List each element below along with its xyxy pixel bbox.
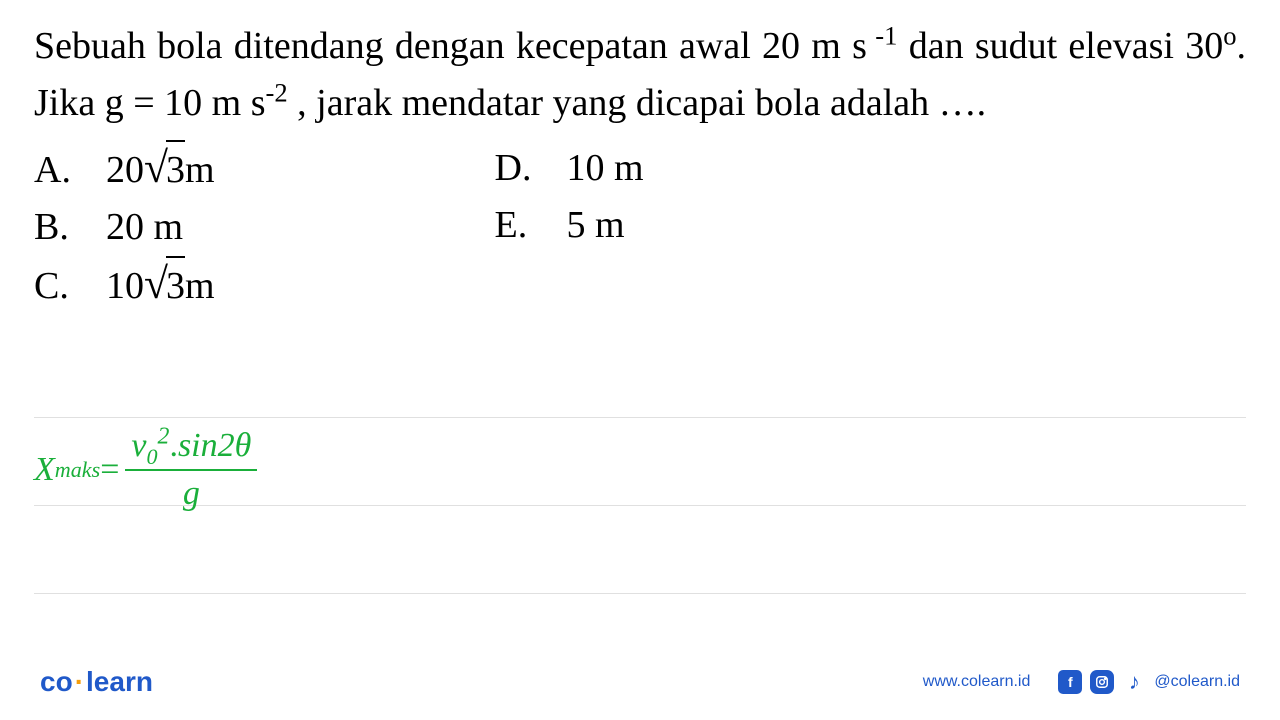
logo-co: co	[40, 666, 73, 697]
sqrt-content-a: 3	[166, 140, 185, 199]
logo-learn: learn	[86, 666, 153, 697]
sqrt-content-c: 3	[166, 256, 185, 315]
website-link[interactable]: www.colearn.id	[923, 673, 1031, 691]
q-text-part1: Sebuah bola ditendang dengan kecepatan a…	[34, 25, 867, 67]
ruled-line	[34, 593, 1246, 594]
option-letter-a: A.	[34, 142, 106, 199]
fraction-numerator: v02.sin2θ	[125, 427, 257, 469]
options-container: A. 20 √ 3 m B. 20 m C. 10	[34, 140, 1246, 315]
q-text-part2: dan sudut elevasi 30	[897, 25, 1223, 67]
formula-section: Xmaks = v02.sin2θ g	[34, 405, 1246, 491]
q-text-part4: , jarak mendatar yang dicapai bola adala…	[288, 82, 986, 124]
num-v: v	[131, 427, 146, 464]
num-sup: 2	[158, 424, 170, 450]
formula-equals: =	[100, 451, 119, 489]
option-value-e: 5 m	[567, 197, 625, 254]
option-c-prefix: 10	[106, 258, 144, 315]
question-text: Sebuah bola ditendang dengan kecepatan a…	[34, 18, 1246, 132]
option-value-d: 10 m	[567, 140, 644, 197]
q-sup1: -1	[867, 20, 898, 50]
fraction: v02.sin2θ g	[125, 427, 257, 513]
option-letter-c: C.	[34, 258, 106, 315]
question-block: Sebuah bola ditendang dengan kecepatan a…	[0, 0, 1280, 315]
options-right-column: D. 10 m E. 5 m	[495, 140, 644, 315]
fraction-denominator: g	[177, 471, 206, 513]
social-group: f ♪ @colearn.id	[1058, 670, 1240, 694]
option-letter-e: E.	[495, 197, 567, 254]
option-e: E. 5 m	[495, 197, 644, 254]
num-sub: 0	[146, 444, 157, 469]
option-letter-b: B.	[34, 199, 106, 256]
q-sup2: o	[1223, 20, 1236, 50]
logo: co·learn	[40, 666, 153, 698]
option-a-prefix: 20	[106, 142, 144, 199]
option-a-suffix: m	[185, 142, 215, 199]
option-a: A. 20 √ 3 m	[34, 140, 215, 199]
sqrt-a: √ 3	[144, 140, 185, 199]
facebook-icon[interactable]: f	[1058, 670, 1082, 694]
q-sup3: -2	[266, 77, 288, 107]
option-value-b: 20 m	[106, 199, 183, 256]
instagram-icon[interactable]	[1090, 670, 1114, 694]
num-dot: .	[169, 427, 178, 464]
option-b: B. 20 m	[34, 199, 215, 256]
social-handle: @colearn.id	[1154, 673, 1240, 691]
formula: Xmaks = v02.sin2θ g	[34, 427, 1246, 513]
formula-lhs-var: X	[34, 451, 55, 489]
option-value-c: 10 √ 3 m	[106, 256, 215, 315]
option-letter-d: D.	[495, 140, 567, 197]
footer-right: www.colearn.id f ♪ @colearn.id	[923, 670, 1240, 694]
option-c-suffix: m	[185, 258, 215, 315]
ruled-line	[34, 417, 1246, 418]
sqrt-symbol-icon: √	[144, 263, 168, 307]
option-c: C. 10 √ 3 m	[34, 256, 215, 315]
options-left-column: A. 20 √ 3 m B. 20 m C. 10	[34, 140, 215, 315]
sqrt-c: √ 3	[144, 256, 185, 315]
logo-dot-icon: ·	[75, 666, 84, 697]
sqrt-symbol-icon: √	[144, 147, 168, 191]
option-value-a: 20 √ 3 m	[106, 140, 215, 199]
num-sin: sin2	[178, 427, 235, 464]
num-theta: θ	[235, 427, 252, 464]
footer: co·learn www.colearn.id f ♪ @colearn.id	[0, 666, 1280, 698]
tiktok-icon[interactable]: ♪	[1122, 670, 1146, 694]
option-d: D. 10 m	[495, 140, 644, 197]
